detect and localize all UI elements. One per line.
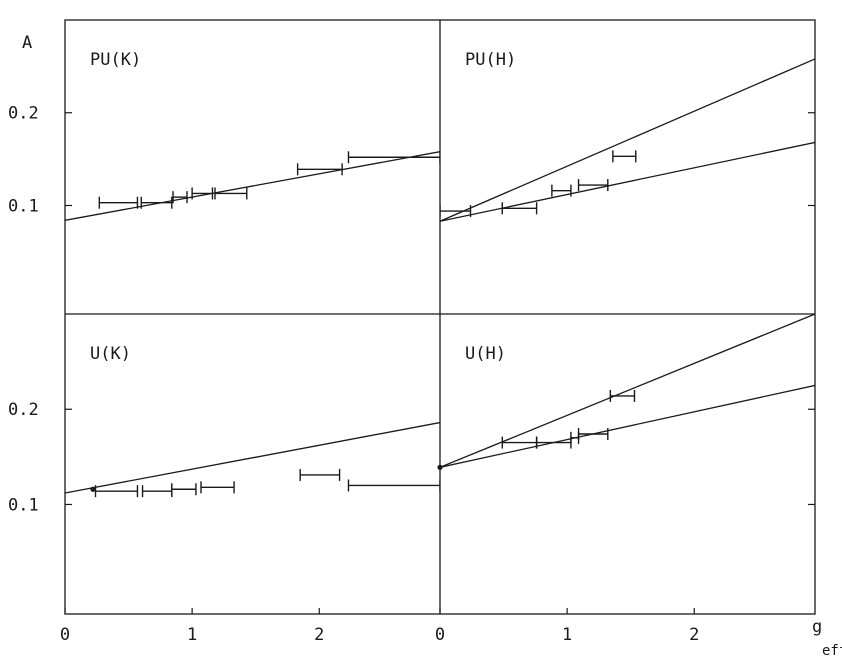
y-tick-label: 0.2 bbox=[8, 104, 39, 124]
panel-label: PU(H) bbox=[465, 50, 516, 70]
fit-line bbox=[440, 384, 815, 468]
panel-2-marks bbox=[440, 58, 815, 222]
fit-line bbox=[65, 151, 440, 221]
x-tick-label: 1 bbox=[562, 625, 572, 645]
x-tick-label: 0 bbox=[435, 625, 445, 645]
y-tick-label: 0.1 bbox=[8, 196, 39, 216]
x-tick-label: 0 bbox=[60, 625, 70, 645]
panel-1-marks bbox=[65, 151, 440, 221]
data-point bbox=[437, 464, 443, 470]
fit-line bbox=[440, 141, 815, 222]
y-axis-label: A bbox=[22, 33, 32, 53]
x-tick-label: 2 bbox=[689, 625, 699, 645]
panel-3-marks bbox=[65, 421, 440, 498]
x-tick-label: 2 bbox=[314, 625, 324, 645]
fit-line bbox=[440, 58, 815, 222]
panel-label: U(K) bbox=[90, 344, 131, 364]
panel-label: U(H) bbox=[465, 344, 506, 364]
x-axis-label-subscript: eff bbox=[822, 643, 842, 659]
data-marks bbox=[65, 58, 815, 498]
x-tick-label: 1 bbox=[187, 625, 197, 645]
y-tick-label: 0.1 bbox=[8, 495, 39, 515]
data-point bbox=[90, 486, 96, 492]
fit-line bbox=[440, 314, 815, 468]
panel-label: PU(K) bbox=[90, 50, 141, 70]
y-tick-label: 0.2 bbox=[8, 400, 39, 420]
text-labels: A g eff PU(K) PU(H) U(K) U(H) 0.2 0.1 0.2 0.1 0 1… bbox=[8, 33, 842, 659]
panel-4-marks bbox=[440, 314, 815, 468]
x-axis-label: g bbox=[812, 617, 822, 637]
axis-ticks bbox=[64, 112, 815, 614]
panel-frames bbox=[64, 19, 816, 615]
fit-line bbox=[65, 421, 440, 494]
